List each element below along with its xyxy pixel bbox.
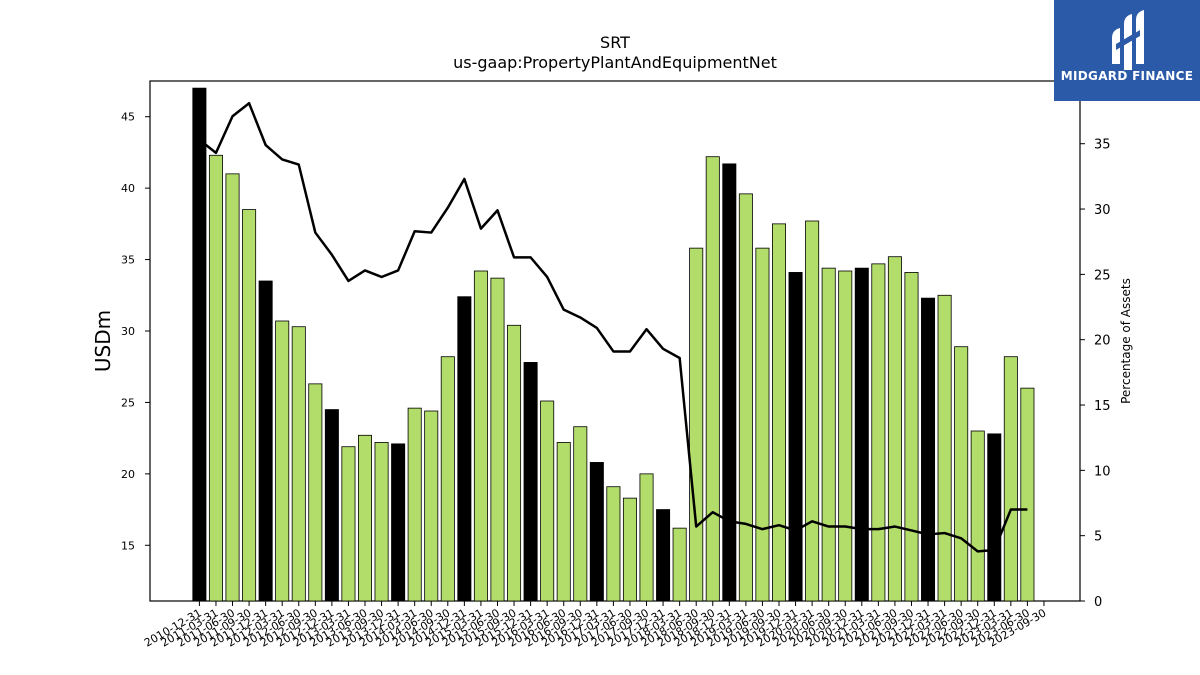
bar	[357, 434, 372, 602]
bar-series	[192, 87, 1035, 602]
bar	[192, 87, 207, 602]
y-tick-label: 35	[121, 254, 135, 267]
bar	[424, 410, 439, 602]
x-axis: 2010-12-312011-03-312011-06-302011-09-30…	[142, 601, 1048, 650]
ratio-line-series	[198, 101, 1028, 553]
bar	[672, 527, 687, 602]
bar	[457, 296, 472, 602]
bar	[705, 156, 720, 602]
y-axis-label: USDm	[91, 310, 115, 372]
y-tick-label: 15	[121, 539, 135, 552]
chart-subtitle: us-gaap:PropertyPlantAndEquipmentNet	[453, 53, 777, 72]
y2-tick-label: 0	[1094, 595, 1102, 610]
bar	[523, 362, 538, 602]
y2-tick-label: 5	[1094, 530, 1102, 545]
bar	[1020, 387, 1035, 602]
chart-title: SRT	[600, 33, 630, 52]
bar	[722, 163, 737, 602]
y2-tick-label: 25	[1094, 268, 1111, 283]
bar	[208, 154, 223, 602]
y2-tick-label: 15	[1094, 399, 1111, 414]
y-tick-label: 45	[121, 111, 135, 124]
bar	[805, 220, 820, 602]
bar	[738, 193, 753, 602]
y2-tick-label: 20	[1094, 334, 1111, 349]
bar	[308, 383, 323, 602]
bar	[291, 326, 306, 602]
bar	[407, 407, 422, 602]
bar	[440, 356, 455, 602]
brand-logo: MIDGARD FINANCE	[1054, 0, 1200, 101]
bar	[573, 426, 588, 602]
bar	[341, 446, 356, 602]
bar	[689, 247, 704, 602]
bar	[821, 267, 836, 602]
bar	[589, 462, 604, 602]
bar	[788, 272, 803, 602]
bar	[772, 223, 787, 602]
bar	[490, 277, 505, 602]
bar	[838, 270, 853, 602]
y2-tick-label: 35	[1094, 138, 1111, 153]
bar	[473, 270, 488, 602]
bar	[1003, 356, 1018, 602]
bar	[374, 442, 389, 602]
y2-axis-label: Percentage of Assets	[1119, 278, 1133, 404]
bar	[258, 280, 273, 602]
bar	[970, 430, 985, 602]
y-axis-left: 15 20 25 30 35 40 45	[121, 111, 150, 552]
bar	[242, 209, 257, 602]
bar	[606, 486, 621, 602]
y-axis-right: 0 5 10 15 20 25 30 35	[1080, 138, 1111, 610]
bar	[540, 400, 555, 602]
y2-tick-label: 30	[1094, 203, 1111, 218]
bar	[854, 267, 869, 602]
bar	[871, 263, 886, 602]
bar	[324, 409, 339, 602]
bar	[987, 433, 1002, 602]
bar	[904, 272, 919, 602]
bar	[639, 473, 654, 602]
bar	[656, 509, 671, 602]
logo-text: MIDGARD FINANCE	[1060, 69, 1194, 83]
y-tick-label: 25	[121, 396, 135, 409]
bar	[275, 320, 290, 602]
y-tick-label: 40	[121, 182, 135, 195]
ratio-line	[198, 101, 1028, 553]
bar	[507, 324, 522, 602]
y2-tick-label: 10	[1094, 464, 1111, 479]
bar	[887, 256, 902, 602]
y-tick-label: 30	[121, 325, 135, 338]
logo-mark-icon	[1112, 10, 1144, 70]
bar	[954, 346, 969, 602]
bar	[225, 173, 240, 602]
bar	[391, 443, 406, 602]
bar	[921, 297, 936, 602]
bar	[755, 247, 770, 602]
bar	[937, 294, 952, 602]
bar	[622, 497, 637, 602]
bar	[556, 442, 571, 602]
y-tick-label: 20	[121, 468, 135, 481]
